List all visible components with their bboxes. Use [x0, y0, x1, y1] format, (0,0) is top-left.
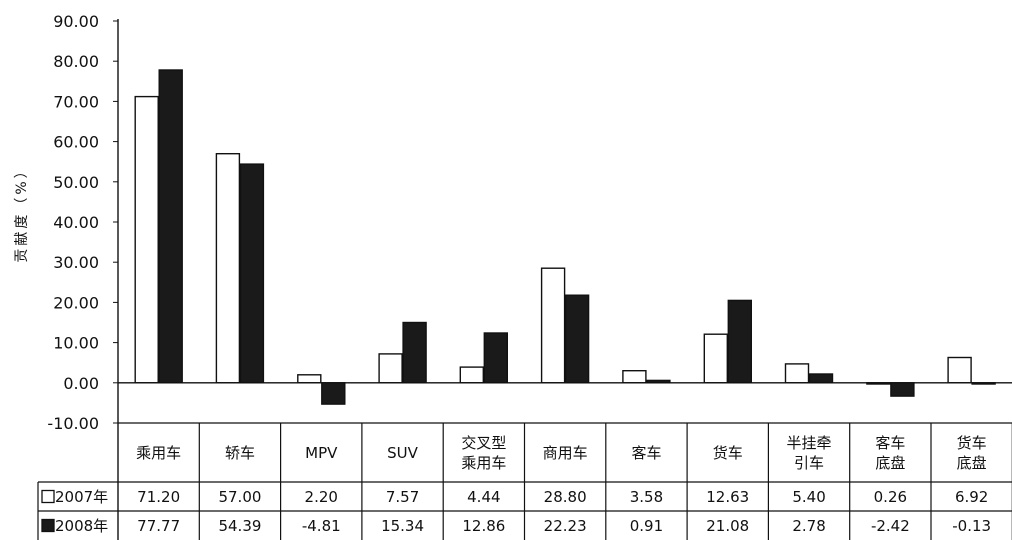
- data-label: 15.34: [381, 517, 424, 535]
- y-tick-label: 0.00: [63, 374, 99, 393]
- category-label: 底盘: [875, 454, 905, 472]
- category-label: 商用车: [543, 444, 588, 462]
- y-tick-label: 40.00: [53, 213, 99, 232]
- category-label: 交叉型: [461, 434, 506, 452]
- y-tick-label: 50.00: [53, 173, 99, 192]
- bar-series2: [727, 299, 752, 384]
- data-label: 4.44: [467, 488, 500, 506]
- legend-label: 2008年: [55, 517, 108, 535]
- data-label: 0.91: [630, 517, 663, 535]
- bar-series2: [402, 321, 427, 384]
- data-label: -2.42: [871, 517, 910, 535]
- data-label: 77.77: [137, 517, 180, 535]
- category-label: 底盘: [957, 454, 987, 472]
- y-tick-label: 90.00: [53, 12, 99, 31]
- category-label: 轿车: [225, 444, 255, 462]
- bar-series2: [239, 163, 265, 384]
- bar-series1: [784, 363, 810, 384]
- y-tick-label: 20.00: [53, 293, 99, 312]
- category-label: SUV: [387, 444, 419, 462]
- category-label: 客车: [875, 434, 905, 452]
- category-label: 乘用车: [136, 444, 181, 462]
- legend-key-series2: [41, 518, 55, 533]
- data-label: 12.86: [462, 517, 505, 535]
- bar-series1: [459, 366, 484, 384]
- y-tick-label: 10.00: [53, 334, 99, 353]
- category-label: 半挂牵: [787, 434, 832, 452]
- bar-series1: [622, 370, 647, 384]
- y-tick-label: 80.00: [53, 52, 99, 71]
- bar-series1: [215, 152, 241, 384]
- category-label: MPV: [305, 444, 338, 462]
- category-label: 引车: [794, 454, 824, 472]
- data-label: 3.58: [630, 488, 663, 506]
- bar-series1: [540, 267, 566, 384]
- category-label: 乘用车: [461, 454, 506, 472]
- data-label: 12.63: [706, 488, 749, 506]
- data-label: 28.80: [544, 488, 587, 506]
- legend-label: 2007年: [55, 488, 108, 506]
- data-label: -0.13: [952, 517, 991, 535]
- data-label: 22.23: [544, 517, 587, 535]
- bars: [134, 69, 996, 405]
- bar-series2: [890, 382, 915, 397]
- bar-series1: [378, 353, 403, 384]
- legend-key-series1: [41, 489, 55, 504]
- data-label: 21.08: [706, 517, 749, 535]
- axes: [117, 19, 1012, 540]
- data-label: 2.78: [792, 517, 825, 535]
- bar-series1: [703, 333, 728, 384]
- bar-series2: [483, 332, 508, 384]
- y-axis-label-group: 贡献度（%）: [14, 161, 30, 262]
- bar-series2: [158, 69, 183, 384]
- y-tick-label: 70.00: [53, 92, 99, 111]
- y-tick-label: -10.00: [47, 414, 99, 433]
- data-label: 71.20: [137, 488, 180, 506]
- category-label: 货车: [957, 434, 987, 452]
- bar-series1: [947, 356, 972, 384]
- category-label: 客车: [631, 444, 661, 462]
- y-tick-label: 30.00: [53, 253, 99, 272]
- data-label: 0.26: [874, 488, 907, 506]
- data-label: 2.20: [305, 488, 338, 506]
- data-label: 54.39: [218, 517, 261, 535]
- data-label: -4.81: [302, 517, 341, 535]
- data-label: 57.00: [218, 488, 261, 506]
- bar-series2: [564, 294, 590, 384]
- y-ticks: 90.00 80.00 70.00 60.00 50.00 40.00 30.00 20.00…: [47, 12, 118, 433]
- data-label: 7.57: [386, 488, 419, 506]
- y-tick-label: 60.00: [53, 133, 99, 152]
- category-label: 货车: [713, 444, 743, 462]
- bar-series2: [808, 373, 834, 384]
- bar-series1: [134, 95, 159, 384]
- data-label: 5.40: [792, 488, 825, 506]
- data-label: 6.92: [955, 488, 988, 506]
- bar-series2: [321, 382, 346, 405]
- y-axis-label: 贡献度（%）: [14, 161, 30, 262]
- bar-series1: [297, 374, 322, 384]
